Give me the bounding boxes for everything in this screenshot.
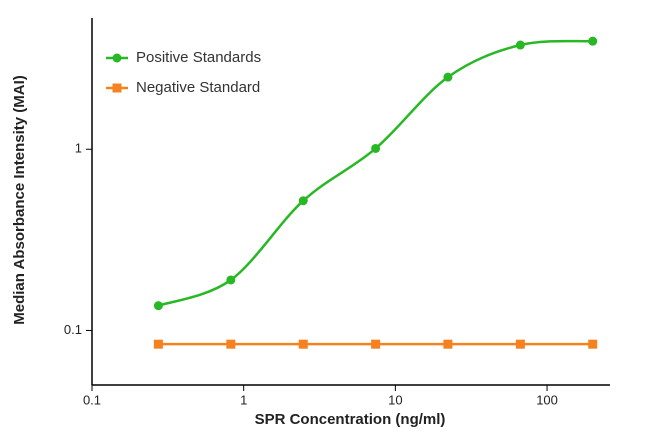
data-point bbox=[298, 196, 308, 206]
x-tick-label: 100 bbox=[536, 392, 558, 407]
legend-marker bbox=[112, 83, 122, 93]
data-point bbox=[226, 339, 236, 349]
legend-text: Negative Standard bbox=[136, 79, 260, 96]
data-point bbox=[443, 339, 453, 349]
legend-text: Positive Standards bbox=[136, 49, 261, 66]
y-tick-label: 0.1 bbox=[64, 322, 82, 337]
data-point bbox=[371, 339, 381, 349]
y-axis-title: Median Absorbance Intensity (MAI) bbox=[11, 75, 28, 324]
data-point bbox=[153, 339, 163, 349]
y-tick-label: 1 bbox=[75, 141, 82, 156]
x-tick-label: 10 bbox=[388, 392, 402, 407]
x-tick-label: 0.1 bbox=[83, 392, 101, 407]
data-point bbox=[226, 275, 236, 285]
data-point bbox=[153, 301, 163, 311]
x-tick-label: 1 bbox=[240, 392, 247, 407]
x-axis-title: SPR Concentration (ng/ml) bbox=[255, 411, 446, 428]
data-point bbox=[588, 339, 598, 349]
data-point bbox=[443, 72, 453, 82]
data-point bbox=[515, 339, 525, 349]
data-point bbox=[515, 40, 525, 50]
data-point bbox=[588, 36, 598, 46]
legend-marker bbox=[112, 53, 122, 63]
data-point bbox=[371, 143, 381, 153]
data-point bbox=[298, 339, 308, 349]
